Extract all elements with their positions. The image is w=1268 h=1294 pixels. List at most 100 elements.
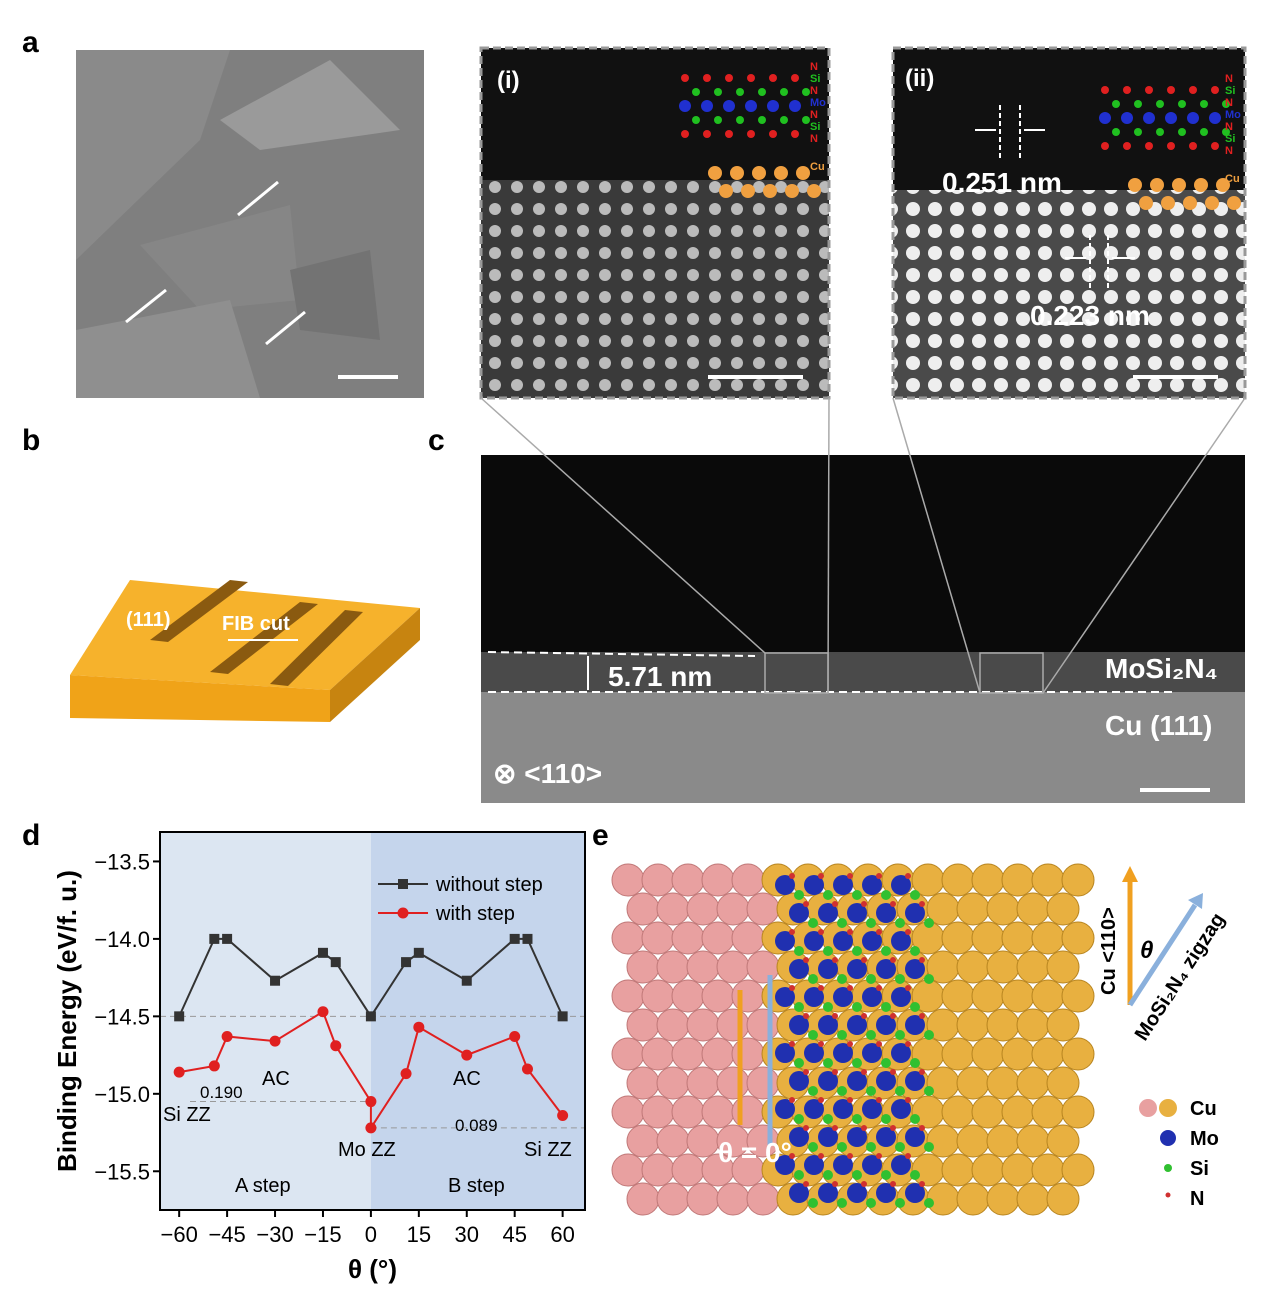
n-atom: [876, 985, 882, 991]
si-atom: [837, 974, 847, 984]
si-atom: [910, 946, 920, 956]
atom: [1134, 100, 1142, 108]
si-atom: [852, 946, 862, 956]
cu-atom: [731, 921, 765, 955]
mo-atom: [804, 875, 824, 895]
atom: [1121, 112, 1133, 124]
legend-marker: [397, 907, 409, 919]
atom: [758, 116, 766, 124]
n-atom: [789, 1153, 795, 1159]
atom: [741, 184, 755, 198]
x-tick-label: −60: [161, 1222, 198, 1247]
marker: [208, 1060, 220, 1072]
cu-atom: [1061, 1037, 1095, 1071]
cu-atom: [656, 1008, 690, 1042]
marker: [317, 947, 328, 958]
si-atom: [895, 1198, 905, 1208]
mo-atom: [833, 1099, 853, 1119]
atom: [681, 130, 689, 138]
panel-label: c: [428, 424, 445, 457]
thickness-label: 5.71 nm: [608, 661, 712, 692]
atom-label: Mo: [1225, 109, 1241, 121]
cu-atom: [746, 892, 780, 926]
si-atom: [910, 1058, 920, 1068]
si-atom: [866, 974, 876, 984]
n-atom: [832, 1069, 838, 1075]
si-atom: [852, 1114, 862, 1124]
mo-atom: [905, 1015, 925, 1035]
n-atom: [861, 1125, 867, 1131]
n-atom: [861, 1069, 867, 1075]
annotation: Si ZZ: [163, 1104, 211, 1126]
marker: [209, 933, 220, 944]
mo-atom: [775, 1043, 795, 1063]
atom-label: N: [1225, 97, 1233, 109]
n-atom: [803, 1125, 809, 1131]
si-atom: [823, 1114, 833, 1124]
mo-atom: [775, 987, 795, 1007]
cu-atom: [656, 892, 690, 926]
atom: [774, 166, 788, 180]
region-b: [370, 832, 585, 1210]
atom: [1205, 196, 1219, 210]
atom: [703, 130, 711, 138]
atom: [1216, 178, 1230, 192]
mo-atom: [833, 931, 853, 951]
si-atom: [895, 918, 905, 928]
mo-atom: [891, 987, 911, 1007]
cu-atom: [1016, 950, 1050, 984]
n-atom: [818, 1097, 824, 1103]
atom: [1200, 128, 1208, 136]
atom-label: Cu: [1225, 173, 1240, 185]
cu-atom: [971, 921, 1005, 955]
si-atom: [910, 1002, 920, 1012]
n-atom: [919, 1069, 925, 1075]
cu-atom: [626, 950, 660, 984]
atom: [1123, 142, 1131, 150]
atom-label: N: [810, 133, 818, 145]
cu-atom: [671, 979, 705, 1013]
panel-label: a: [22, 26, 39, 59]
atom: [1101, 86, 1109, 94]
n-atom: [832, 901, 838, 907]
binding-energy-chart: −13.5 −14.0 −14.5 −15.0 −15.5 −60 −45 −30 −15 0 15…: [52, 831, 586, 1284]
n-atom: [919, 1125, 925, 1131]
atom: [747, 130, 755, 138]
atom: [701, 100, 713, 112]
mo-atom: [833, 1155, 853, 1175]
atom: [1143, 112, 1155, 124]
n-atom: [818, 873, 824, 879]
mo-atom: [905, 1127, 925, 1147]
mo-atom: [833, 987, 853, 1007]
atom: [802, 116, 810, 124]
n-atom: [789, 929, 795, 935]
atom: [1200, 100, 1208, 108]
atom-label: N: [810, 109, 818, 121]
mo-atom: [818, 1127, 838, 1147]
zone-axis-label: ⊗ <110>: [493, 758, 602, 789]
atom-label: N: [1225, 121, 1233, 133]
cu-atom: [686, 1066, 720, 1100]
atom: [791, 74, 799, 82]
si-atom: [866, 1142, 876, 1152]
cu-atom: [941, 1153, 975, 1187]
cu-atom: [701, 863, 735, 897]
atom: [780, 88, 788, 96]
cu-atom: [941, 921, 975, 955]
marker: [400, 1068, 412, 1080]
cu-atom: [986, 1124, 1020, 1158]
atom: [1156, 128, 1164, 136]
mo-atom: [833, 875, 853, 895]
marker: [221, 1030, 233, 1042]
cu-atom: [956, 1008, 990, 1042]
si-atom: [881, 946, 891, 956]
n-atom: [876, 1097, 882, 1103]
cu-atom: [926, 1124, 960, 1158]
atom: [745, 100, 757, 112]
si-atom: [837, 918, 847, 928]
atom: [1145, 142, 1153, 150]
mo-atom: [818, 1183, 838, 1203]
atom: [1134, 128, 1142, 136]
n-atom: [861, 901, 867, 907]
cu-atom: [701, 921, 735, 955]
